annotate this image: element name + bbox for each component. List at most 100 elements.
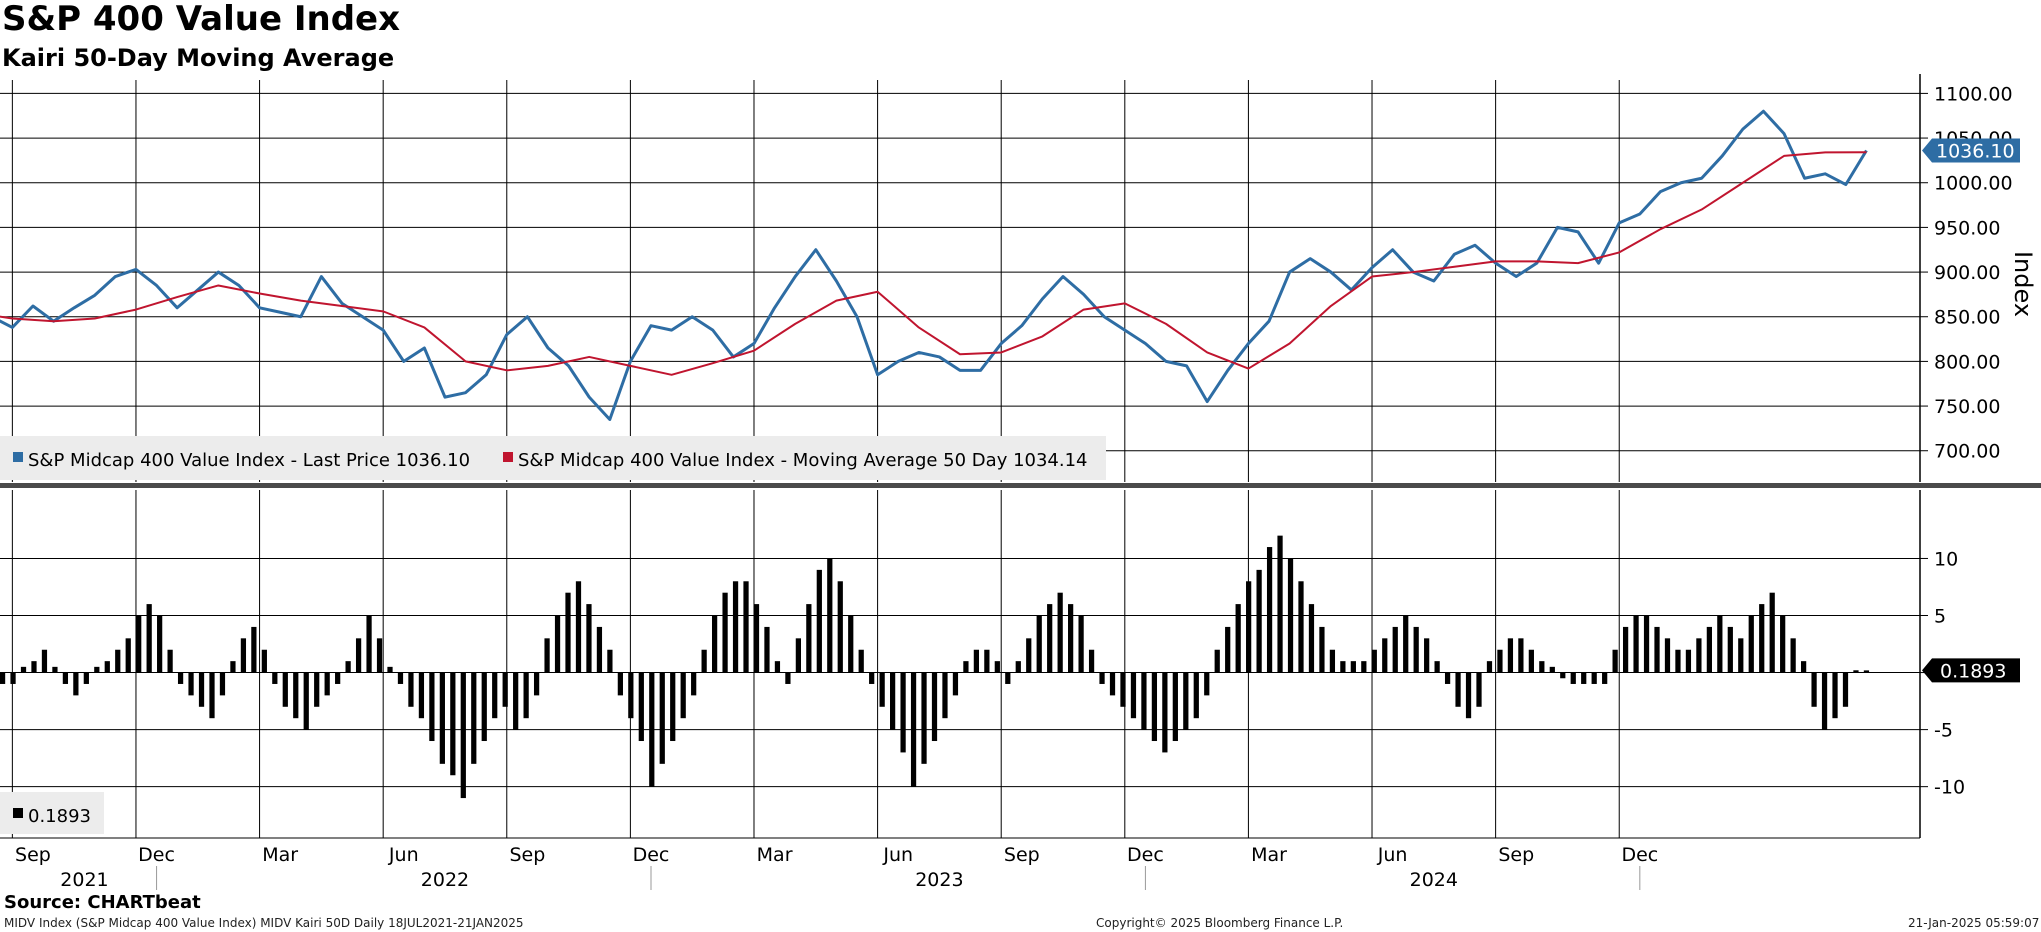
kairi-bar bbox=[230, 661, 236, 673]
kairi-bar bbox=[1424, 638, 1430, 673]
kairi-bar bbox=[104, 661, 110, 673]
kairi-bar bbox=[1141, 672, 1147, 730]
kairi-bar bbox=[879, 672, 885, 707]
kairi-bar bbox=[1057, 592, 1063, 673]
ma-line bbox=[0, 151, 1867, 376]
kairi-bar bbox=[1591, 672, 1597, 684]
kairi-bar bbox=[1088, 649, 1095, 673]
kairi-bar bbox=[136, 615, 142, 673]
kairi-bar bbox=[1727, 626, 1733, 673]
kairi-bar bbox=[1235, 604, 1241, 673]
kairi-bar bbox=[1047, 604, 1053, 673]
kairi-bar bbox=[533, 672, 540, 696]
kairi-bar bbox=[1664, 638, 1671, 673]
kairi-bar bbox=[303, 672, 309, 730]
kairi-bar bbox=[282, 672, 288, 707]
kairi-bar bbox=[994, 661, 1000, 673]
kairi-bar bbox=[1706, 626, 1712, 673]
kairi-bar bbox=[335, 672, 341, 684]
kairi-bar bbox=[921, 672, 927, 764]
kairi-bar bbox=[73, 672, 79, 696]
ytick-label-upper: 1000.00 bbox=[1934, 173, 2013, 195]
kairi-bar bbox=[743, 581, 749, 673]
kairi-bars bbox=[0, 535, 1870, 799]
kairi-bar bbox=[62, 672, 69, 684]
kairi-bar bbox=[1863, 670, 1870, 673]
kairi-bar bbox=[1392, 626, 1398, 673]
kairi-bar bbox=[1078, 615, 1084, 673]
x-year-label: 2023 bbox=[915, 869, 963, 891]
ytick-label-upper: 1100.00 bbox=[1934, 83, 2013, 105]
kairi-bar bbox=[554, 615, 561, 673]
x-year-label: 2024 bbox=[1410, 869, 1458, 891]
kairi-bar bbox=[1612, 649, 1618, 673]
kairi-bar bbox=[670, 672, 676, 742]
ytick-label-lower: -10 bbox=[1934, 777, 1965, 799]
kairi-bar bbox=[1214, 649, 1220, 673]
kairi-bar bbox=[1832, 672, 1838, 719]
kairi-bar bbox=[1130, 672, 1137, 719]
kairi-bar bbox=[523, 672, 529, 719]
kairi-bar bbox=[701, 649, 707, 673]
kairi-bar bbox=[1444, 672, 1451, 684]
kairi-bar bbox=[680, 672, 686, 719]
kairi-bar bbox=[1151, 672, 1158, 742]
kairi-bar bbox=[1120, 672, 1126, 707]
kairi-bar bbox=[1193, 672, 1199, 719]
kairi-last-label: 0.1893 bbox=[1940, 660, 2006, 682]
kairi-bar bbox=[188, 672, 194, 696]
x-month-label: Sep bbox=[509, 844, 545, 866]
kairi-bar bbox=[1099, 672, 1105, 684]
kairi-bar bbox=[1497, 649, 1503, 673]
kairi-bar bbox=[502, 672, 508, 707]
kairi-bar bbox=[753, 604, 760, 673]
kairi-bar bbox=[20, 666, 27, 673]
legend-label-kairi: 0.1893 bbox=[28, 806, 91, 827]
kairi-bar bbox=[1350, 661, 1356, 673]
kairi-bar bbox=[1486, 661, 1493, 673]
kairi-bar bbox=[167, 649, 173, 673]
kairi-bar bbox=[973, 649, 980, 673]
x-month-label: Jun bbox=[1377, 844, 1408, 866]
kairi-bar bbox=[1539, 661, 1545, 673]
kairi-bar bbox=[1790, 638, 1796, 673]
kairi-bar bbox=[984, 649, 990, 673]
kairi-bar bbox=[366, 615, 372, 673]
kairi-bar bbox=[1518, 638, 1524, 673]
ytick-label-lower: 5 bbox=[1934, 606, 1946, 628]
kairi-bar bbox=[732, 581, 739, 673]
kairi-bar bbox=[1821, 672, 1828, 730]
kairi-bar bbox=[722, 592, 728, 673]
y-axis-title: Index bbox=[2009, 251, 2037, 317]
kairi-bar bbox=[952, 672, 959, 696]
kairi-bar bbox=[816, 569, 822, 673]
kairi-bar bbox=[1246, 581, 1252, 673]
kairi-bar bbox=[1109, 672, 1116, 696]
kairi-bar bbox=[659, 672, 665, 764]
ytick-label-upper: 950.00 bbox=[1934, 217, 2000, 239]
kairi-bar bbox=[1298, 581, 1304, 673]
kairi-bar bbox=[1172, 672, 1178, 742]
kairi-bar bbox=[408, 672, 414, 707]
kairi-bar bbox=[1329, 649, 1336, 673]
kairi-bar bbox=[251, 626, 257, 673]
legend-box-upper bbox=[0, 436, 1106, 480]
kairi-bar bbox=[837, 581, 843, 673]
kairi-bar bbox=[848, 615, 854, 673]
kairi-bar bbox=[439, 672, 445, 764]
kairi-bar bbox=[1371, 649, 1377, 673]
ytick-label-lower: -5 bbox=[1934, 720, 1953, 742]
kairi-bar bbox=[596, 626, 603, 673]
kairi-bar bbox=[1036, 615, 1042, 673]
kairi-bar bbox=[1026, 638, 1032, 673]
kairi-bar bbox=[1455, 672, 1461, 707]
kairi-bar bbox=[1759, 604, 1765, 673]
kairi-bar bbox=[827, 558, 833, 673]
ytick-label-upper: 800.00 bbox=[1934, 351, 2000, 373]
kairi-bar bbox=[240, 638, 247, 673]
kairi-bar bbox=[1853, 670, 1859, 673]
kairi-bar bbox=[1434, 661, 1440, 673]
ytick-label-upper: 850.00 bbox=[1934, 307, 2000, 329]
kairi-bar bbox=[219, 672, 226, 696]
